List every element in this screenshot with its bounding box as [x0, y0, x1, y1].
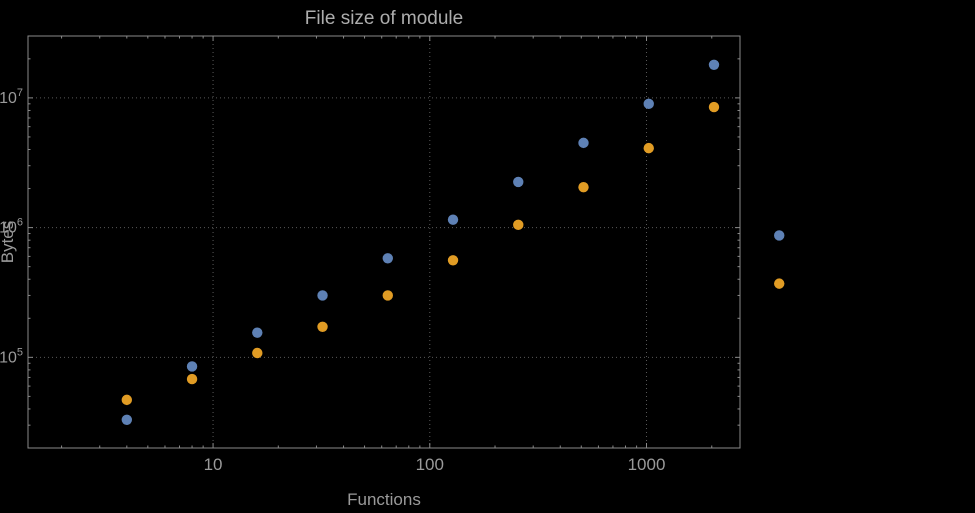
- scatter-point-series-blue: [513, 176, 524, 188]
- scatter-point-series-orange: [121, 394, 133, 406]
- point-layer: [121, 59, 785, 425]
- scatter-point-series-blue: [186, 361, 198, 372]
- x-tick-label: 1000: [628, 455, 666, 474]
- x-axis-label: Functions: [347, 490, 421, 509]
- tick-layer: [28, 35, 740, 449]
- scatter-point-series-blue: [252, 327, 263, 338]
- scatter-point-series-orange: [382, 290, 393, 301]
- scatter-point-series-blue: [447, 214, 459, 225]
- scatter-point-series-blue: [643, 98, 654, 110]
- x-tick-label: 100: [416, 455, 444, 474]
- scatter-point-series-orange: [643, 142, 654, 154]
- y-tick-label: 106: [0, 217, 23, 237]
- scatter-point-series-blue: [774, 230, 785, 241]
- scatter-point-series-blue: [317, 290, 328, 301]
- grid-layer: [28, 36, 740, 448]
- scatter-point-series-blue: [578, 137, 589, 149]
- label-layer: 10 100 1000 105 106 107: [0, 87, 665, 474]
- scatter-point-series-orange: [186, 373, 198, 385]
- scatter-point-series-orange: [252, 347, 263, 359]
- chart-title: File size of module: [305, 8, 463, 29]
- scatter-point-series-blue: [382, 253, 393, 264]
- plot-frame: [27, 35, 741, 449]
- scatter-point-series-orange: [578, 181, 589, 193]
- y-tick-label: 105: [0, 346, 23, 366]
- scatter-point-series-orange: [447, 255, 459, 266]
- scatter-point-series-orange: [708, 101, 720, 113]
- scatter-point-series-orange: [513, 219, 524, 231]
- y-axis-label: Bytes: [0, 221, 17, 264]
- x-tick-label: 10: [204, 455, 223, 474]
- scatter-point-series-blue: [121, 414, 133, 425]
- scatter-point-series-blue: [708, 59, 720, 70]
- y-tick-label: 107: [0, 87, 23, 107]
- scatter-point-series-orange: [317, 321, 328, 332]
- scatter-point-series-orange: [774, 278, 785, 289]
